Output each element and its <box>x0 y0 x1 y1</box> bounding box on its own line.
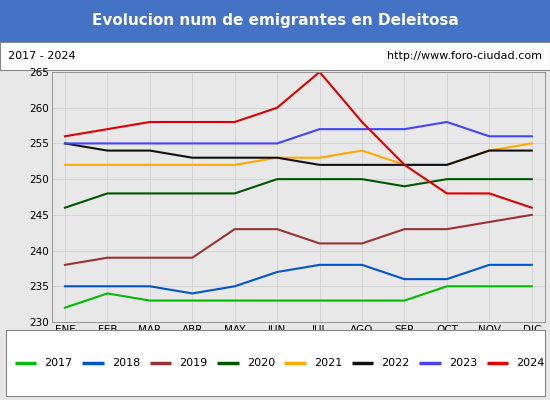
Text: 2023: 2023 <box>449 358 477 368</box>
Text: 2017: 2017 <box>45 358 73 368</box>
Text: Evolucion num de emigrantes en Deleitosa: Evolucion num de emigrantes en Deleitosa <box>92 14 458 28</box>
Text: http://www.foro-ciudad.com: http://www.foro-ciudad.com <box>387 51 542 61</box>
Text: 2019: 2019 <box>179 358 207 368</box>
Text: 2018: 2018 <box>112 358 140 368</box>
Text: 2024: 2024 <box>516 358 544 368</box>
Text: 2017 - 2024: 2017 - 2024 <box>8 51 76 61</box>
Text: 2020: 2020 <box>247 358 275 368</box>
Text: 2021: 2021 <box>314 358 342 368</box>
Text: 2022: 2022 <box>382 358 410 368</box>
